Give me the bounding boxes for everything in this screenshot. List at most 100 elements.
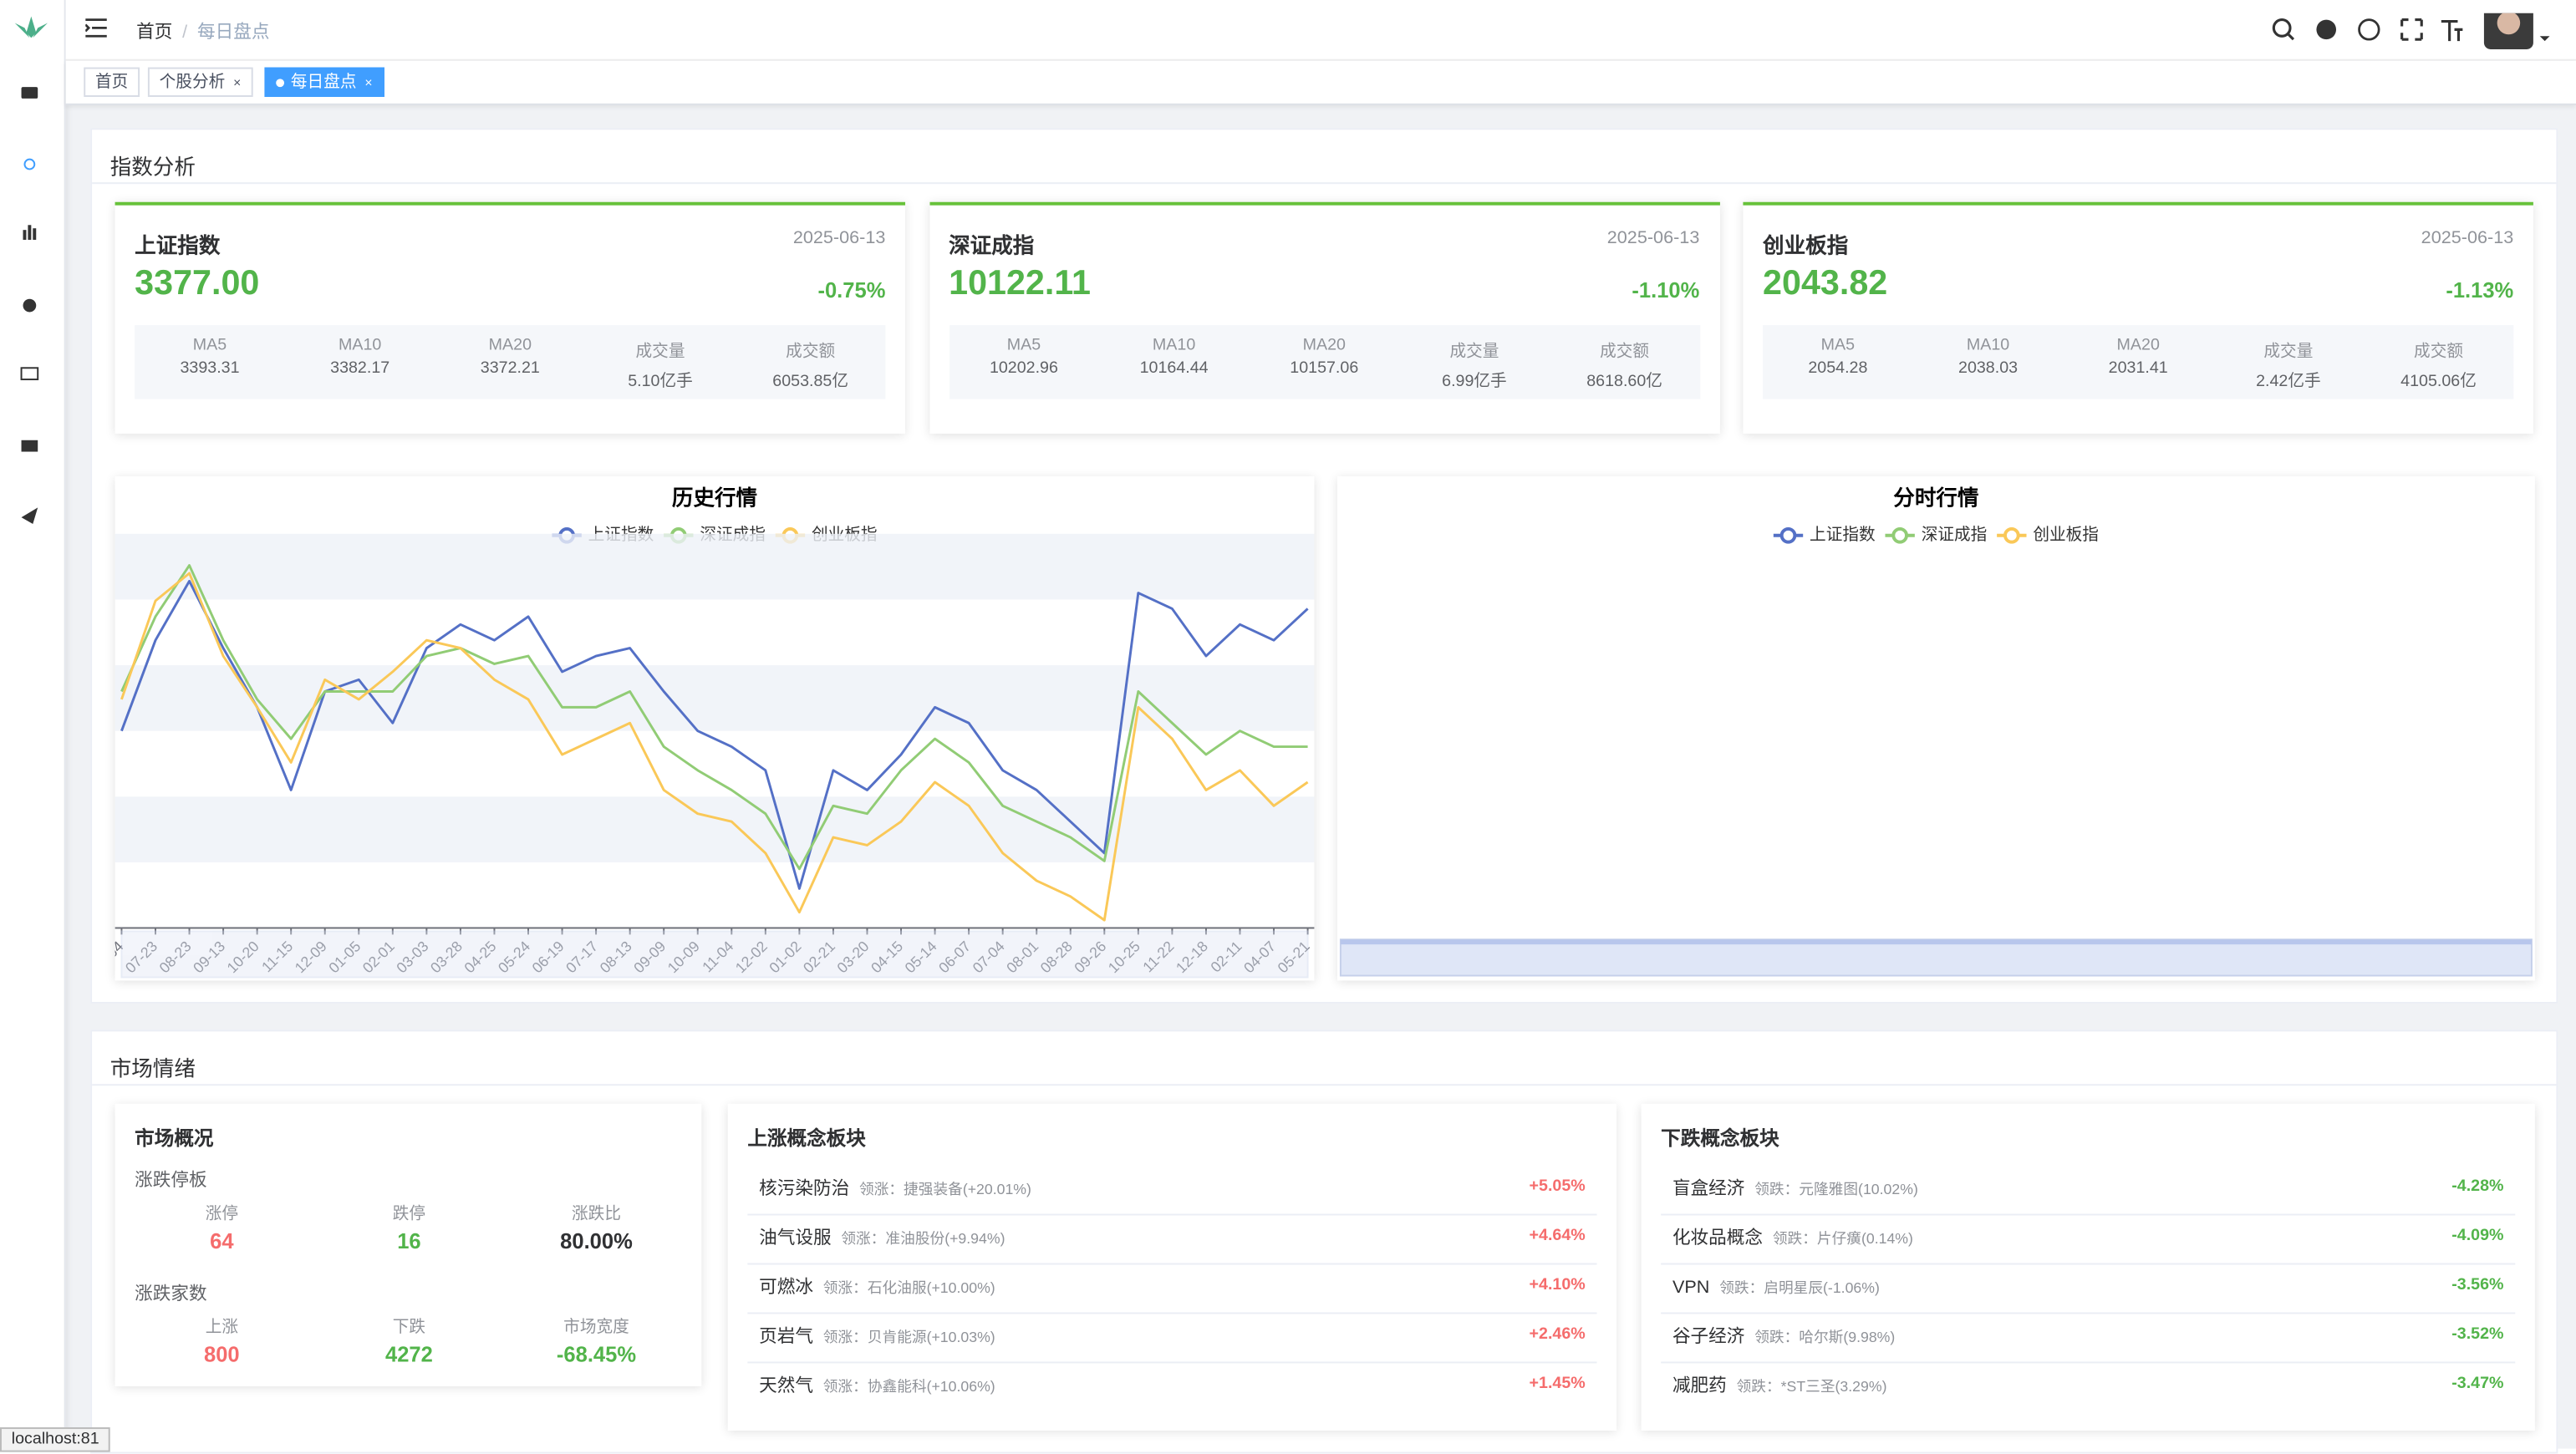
concept-row[interactable]: 天然气 领涨：协鑫能科(+10.06%) +1.45% <box>747 1363 1596 1411</box>
breadcrumb-item: 每日盘点 <box>196 23 270 43</box>
stat: 跌停 16 <box>339 1199 480 1253</box>
index-change: -1.13% <box>2446 277 2514 302</box>
toolbar <box>2272 13 2550 49</box>
index-value: 3377.00 <box>135 264 260 302</box>
concept-row[interactable]: 油气设服 领涨：准油股份(+9.94%) +4.64% <box>747 1216 1597 1265</box>
split-area <box>115 665 1315 731</box>
tab-close[interactable]: × <box>364 75 373 91</box>
concept-change: +2.46% <box>1529 1325 1586 1344</box>
stat-label: 成交额 <box>786 343 836 362</box>
stat: MA10 3382.17 <box>285 325 435 399</box>
index-panel: 指数分析 上证指数 2025-06-13 3377.00 -0.75% MA5 3393.… <box>88 128 2558 1004</box>
status-bar: localhost:81 <box>0 1427 111 1452</box>
stat-label: MA10 <box>1966 336 2010 355</box>
index-value: 2043.82 <box>1763 264 1888 302</box>
stat-label: 成交量 <box>2263 343 2314 362</box>
series-line <box>120 564 1308 871</box>
tab[interactable]: 个股分析 × <box>147 67 253 97</box>
concept-change: -4.28% <box>2451 1177 2504 1196</box>
overview-card: 市场概况 涨跌停板 涨停 64 跌停 16 涨跌比 80.00% 涨跌家数 上涨 800 下跌 4272… <box>115 1103 702 1386</box>
stat-label: MA5 <box>1006 336 1041 355</box>
concept-change: +4.64% <box>1529 1227 1586 1245</box>
intraday-chart: 分时行情 上证指数 深证成指 创业板指 <box>1336 476 2535 981</box>
index-name: 上证指数 <box>135 233 221 258</box>
index-name: 创业板指 <box>1763 233 1849 258</box>
sentiment-panel: 市场情绪 市场概况 涨跌停板 涨停 64 跌停 16 涨跌比 80.00% 涨跌家数 上涨 800 下… <box>90 1029 2558 1454</box>
concept-card: 下跌概念板块 盲盒经济 领跌：元隆雅图(10.02%) -4.28% 化妆品概念 领跌：片… <box>1641 1103 2535 1431</box>
stat: 成交量 5.10亿手 <box>585 325 736 399</box>
stat-value: 10164.44 <box>1139 359 1209 379</box>
stat-value: 10157.06 <box>1290 359 1359 379</box>
tab-label: 个股分析 <box>159 74 226 93</box>
stat-value: 800 <box>204 1341 240 1367</box>
card-title: 下跌概念板块 <box>1661 1126 1779 1150</box>
concept-row[interactable]: 谷子经济 领跌：哈尔斯(9.98%) -3.52% <box>1661 1314 2516 1364</box>
stat-value: 5.10亿手 <box>628 373 693 391</box>
stat: MA20 10157.06 <box>1249 325 1399 399</box>
concept-name: 盲盒经济 <box>1672 1179 1745 1199</box>
stat-label: MA10 <box>338 336 382 355</box>
stat: MA5 2054.28 <box>1763 325 1913 399</box>
stats-box: MA5 3393.31 MA10 3382.17 MA20 3372.21 成交量 5.10亿… <box>135 325 886 399</box>
split-area <box>115 796 1315 862</box>
history-chart: 历史行情上证指数深证成指创业板指07-0407-2308-2309-1310-2… <box>88 476 1315 981</box>
concept-row[interactable]: 减肥药 领跌：*ST三圣(3.29%) -3.47% <box>1661 1363 2515 1411</box>
stat: 涨停 64 <box>151 1199 293 1253</box>
stat: MA10 2038.03 <box>1913 325 2064 399</box>
stat-value: 10202.96 <box>989 359 1058 379</box>
stat-label: 成交量 <box>635 343 685 362</box>
concept-row[interactable]: 页岩气 领涨：贝肯能源(+10.03%) +2.46% <box>747 1314 1597 1364</box>
group-title: 涨跌停板 <box>135 1171 207 1192</box>
concept-name: 天然气 <box>759 1376 813 1396</box>
index-name: 深证成指 <box>949 233 1035 258</box>
stat-label: 涨跌比 <box>572 1205 621 1224</box>
stat-label: MA5 <box>192 336 227 355</box>
stat-label: MA20 <box>2116 336 2160 355</box>
zoom-slider <box>1339 938 2533 977</box>
stat-value: 3393.31 <box>180 359 240 379</box>
index-date: 2025-06-13 <box>792 228 886 248</box>
stat: 成交额 4105.06亿 <box>2364 325 2514 399</box>
concept-change: -3.52% <box>2451 1325 2504 1344</box>
stats-box: MA5 2054.28 MA10 2038.03 MA20 2031.41 成交量 2.42亿… <box>1763 325 2514 399</box>
concept-leader: 领跌：元隆雅图(10.02%) <box>1754 1181 1918 1197</box>
zoom-handle <box>1340 939 2532 945</box>
panel-title: 市场情绪 <box>109 1055 196 1081</box>
tab-label: 每日盘点 <box>290 74 357 93</box>
concept-change: -3.47% <box>2451 1375 2504 1393</box>
tab[interactable]: 每日盘点 × <box>264 67 384 97</box>
sidebar <box>0 0 66 1449</box>
concept-row[interactable]: VPN 领跌：启明星辰(-1.06%) -3.56% <box>1661 1264 2516 1314</box>
concept-row[interactable]: 可燃冰 领涨：石化油服(+10.00%) +4.10% <box>747 1264 1597 1314</box>
tab-close[interactable]: × <box>233 75 242 91</box>
concept-change: +1.45% <box>1529 1375 1586 1393</box>
concept-change: -4.09% <box>2451 1227 2504 1245</box>
stat-label: 下跌 <box>392 1319 426 1337</box>
stat-label: MA20 <box>488 336 532 355</box>
stat: 成交额 8618.60亿 <box>1550 325 1700 399</box>
panel-title: 指数分析 <box>109 154 196 180</box>
stat-value: 16 <box>397 1228 421 1253</box>
concept-leader: 领涨：准油股份(+9.94%) <box>841 1230 1005 1247</box>
legend-label: 上证指数 <box>1810 526 1876 544</box>
menu-toggle[interactable] <box>85 18 109 38</box>
concept-row[interactable]: 核污染防治 领涨：捷强装备(+20.01%) +5.05% <box>747 1167 1597 1216</box>
concept-change: +5.05% <box>1529 1177 1586 1196</box>
series-line <box>120 579 1309 890</box>
concept-leader: 领涨：捷强装备(+20.01%) <box>858 1181 1031 1197</box>
top-bar: 首页 / 每日盘点 <box>65 0 2576 61</box>
concept-name: 减肥药 <box>1672 1376 1727 1396</box>
tab[interactable]: 首页 <box>84 67 140 97</box>
stat-value: 2031.41 <box>2108 359 2168 379</box>
concept-leader: 领跌：*ST三圣(3.29%) <box>1736 1378 1887 1395</box>
concept-leader: 领跌：片仔癀(0.14%) <box>1772 1230 1913 1247</box>
concept-row[interactable]: 盲盒经济 领跌：元隆雅图(10.02%) -4.28% <box>1661 1167 2516 1216</box>
concept-name: 油气设服 <box>759 1228 832 1248</box>
concept-row[interactable]: 化妆品概念 领跌：片仔癀(0.14%) -4.09% <box>1661 1216 2516 1265</box>
series-line <box>120 572 1309 922</box>
concept-leader: 领涨：石化油服(+10.00%) <box>822 1279 995 1296</box>
breadcrumb-item[interactable]: 首页 <box>136 23 173 43</box>
group-title: 涨跌家数 <box>135 1284 207 1304</box>
stat-label: 上涨 <box>205 1319 239 1337</box>
